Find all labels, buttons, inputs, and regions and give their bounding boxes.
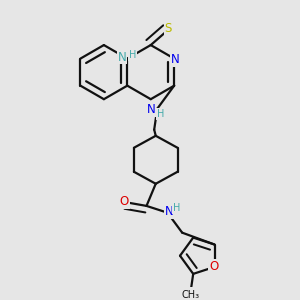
Text: O: O — [119, 195, 129, 208]
Text: O: O — [209, 260, 218, 273]
Text: N: N — [118, 51, 127, 64]
Text: H: H — [129, 50, 137, 60]
Text: N: N — [171, 53, 180, 66]
Text: N: N — [147, 103, 155, 116]
Text: CH₃: CH₃ — [182, 290, 200, 300]
Text: H: H — [157, 109, 164, 119]
Text: S: S — [165, 22, 172, 35]
Text: N: N — [165, 205, 173, 218]
Text: H: H — [173, 203, 180, 213]
